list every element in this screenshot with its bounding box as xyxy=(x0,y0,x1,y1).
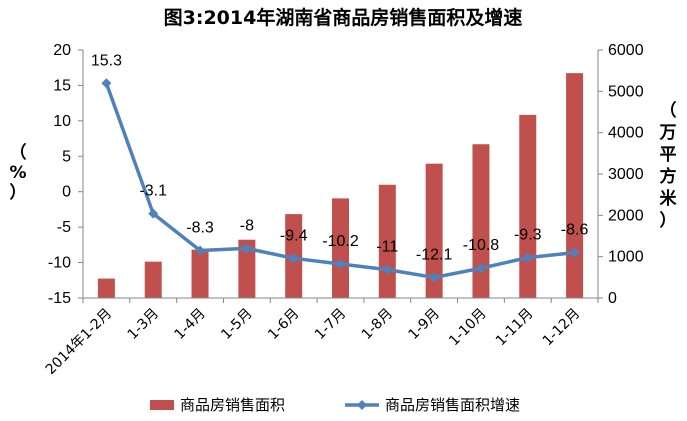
left-tick-label: 20 xyxy=(53,42,71,59)
line-point-0 xyxy=(101,78,112,89)
bar-3 xyxy=(238,239,256,298)
right-tick-label: 1000 xyxy=(608,249,644,266)
data-label-8: -10.8 xyxy=(463,237,500,254)
left-axis-ticks: 20 15 10 5 0 -5 -10 -15 xyxy=(48,42,71,307)
line-point-10 xyxy=(569,247,580,258)
left-tick-label: 10 xyxy=(53,113,71,130)
x-tick-label: 2014年1-2月 xyxy=(43,306,115,378)
bar-0 xyxy=(97,278,115,298)
right-axis-ticks: 6000 5000 4000 3000 2000 1000 0 xyxy=(608,42,644,307)
line-series xyxy=(101,78,580,283)
right-tick-label: 2000 xyxy=(608,207,644,224)
x-tick-label: 1-5月 xyxy=(218,306,255,343)
line-point-4 xyxy=(288,253,299,264)
legend-line-marker xyxy=(357,400,367,410)
bar-2 xyxy=(191,249,209,298)
left-tick-label: -15 xyxy=(48,290,71,307)
x-axis-ticks: 2014年1-2月 1-3月 1-4月 1-5月 1-6月 1-7月 1-8月 1-9月 1-1… xyxy=(43,306,584,378)
line-point-5 xyxy=(335,258,346,269)
left-tick-label: 15 xyxy=(53,77,71,94)
right-tick-label: 6000 xyxy=(608,42,644,59)
bar-8 xyxy=(472,144,490,298)
right-axis-label: （万平方米） xyxy=(659,100,678,231)
left-axis-label: （%） xyxy=(9,142,26,203)
line-point-7 xyxy=(429,272,440,283)
x-tick-label: 1-7月 xyxy=(312,306,349,343)
left-tick-label: 0 xyxy=(62,184,71,201)
chart-title: 图3:2014年湖南省商品房销售面积及增速 xyxy=(164,6,523,29)
x-tick-label: 1-8月 xyxy=(359,306,396,343)
right-tick-label: 5000 xyxy=(608,83,644,100)
x-tick-label: 1-3月 xyxy=(125,306,162,343)
data-label-10: -8.6 xyxy=(561,222,589,239)
right-tick-label: 4000 xyxy=(608,125,644,142)
data-label-9: -9.3 xyxy=(514,227,542,244)
legend-line-label: 商品房销售面积增速 xyxy=(385,396,520,414)
x-tick-label: 1-4月 xyxy=(171,306,208,343)
bar-10 xyxy=(566,73,584,298)
x-tick-label: 1-9月 xyxy=(406,306,443,343)
bar-1 xyxy=(144,261,162,298)
left-tick-label: -10 xyxy=(48,255,71,272)
data-label-3: -8 xyxy=(240,217,254,234)
legend: 商品房销售面积 商品房销售面积增速 xyxy=(150,396,520,414)
data-label-6: -11 xyxy=(376,239,398,256)
data-label-7: -12.1 xyxy=(416,246,453,263)
left-axis-label-text: （%） xyxy=(9,142,26,203)
right-tick-label: 0 xyxy=(608,290,617,307)
x-tick-label: 1-10月 xyxy=(446,306,490,350)
left-tick-label: -5 xyxy=(57,219,71,236)
bar-9 xyxy=(519,114,537,298)
bar-5 xyxy=(332,198,349,298)
bar-7 xyxy=(425,163,443,298)
line-point-6 xyxy=(382,264,393,275)
right-tick-label: 3000 xyxy=(608,166,644,183)
line-point-3 xyxy=(241,243,252,254)
legend-bar-swatch xyxy=(150,400,174,410)
axes xyxy=(78,49,603,303)
data-label-0: 15.3 xyxy=(91,52,122,69)
x-tick-label: 1-6月 xyxy=(265,306,302,343)
line-point-8 xyxy=(475,263,486,274)
line-point-9 xyxy=(522,252,533,263)
right-axis-label-text: （万平方米） xyxy=(659,100,678,231)
legend-bar-label: 商品房销售面积 xyxy=(180,396,285,414)
x-tick-label: 1-11月 xyxy=(493,306,537,350)
data-label-2: -8.3 xyxy=(186,220,214,237)
data-label-1: -3.1 xyxy=(139,183,167,200)
data-label-4: -9.4 xyxy=(280,227,308,244)
data-label-5: -10.2 xyxy=(322,233,359,250)
line-point-1 xyxy=(148,208,159,219)
x-tick-label: 1-12月 xyxy=(540,306,584,350)
line-point-2 xyxy=(195,245,206,256)
left-tick-label: 5 xyxy=(62,148,71,165)
data-labels: 15.3 -3.1 -8.3 -8 -9.4 -10.2 -11 -12.1 -10.8 -9.3… xyxy=(91,52,589,263)
